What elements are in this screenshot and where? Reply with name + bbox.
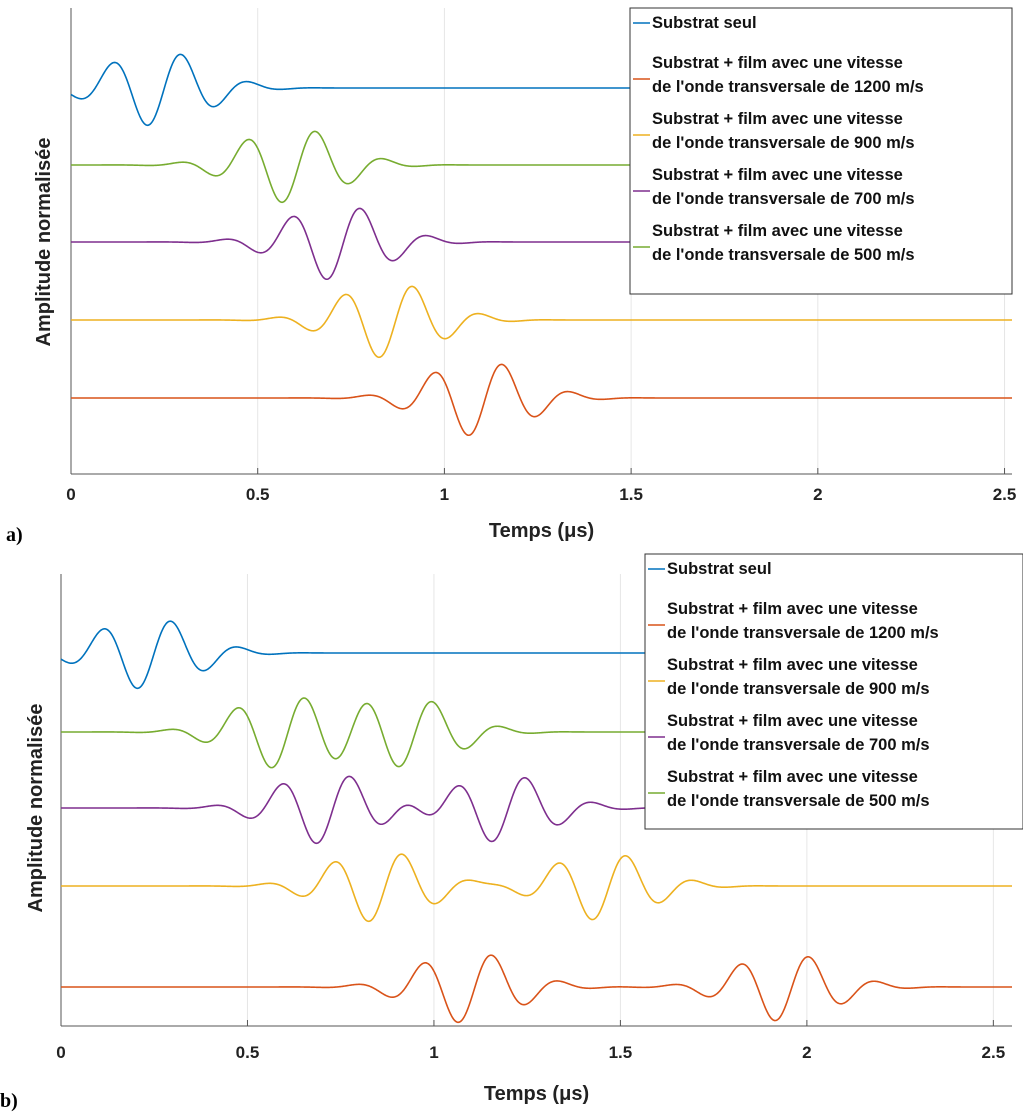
legend-entry-line1: Substrat + film avec une vitesse: [652, 222, 903, 240]
legend-entry-line2: de l'onde transversale de 700 m/s: [652, 190, 915, 208]
y-axis-title: Amplitude normalisée: [25, 704, 47, 913]
series-line: [71, 285, 1012, 359]
x-axis-title: Temps (μs): [489, 520, 594, 542]
legend-entry-line1: Substrat + film avec une vitesse: [667, 712, 918, 730]
legend-entry-line2: de l'onde transversale de 1200 m/s: [667, 624, 939, 642]
legend-entry-line2: de l'onde transversale de 700 m/s: [667, 736, 930, 754]
x-tick-label: 2: [813, 485, 822, 504]
legend-entry-line2: de l'onde transversale de 500 m/s: [667, 792, 930, 810]
legend-entry-line2: de l'onde transversale de 1200 m/s: [652, 78, 924, 96]
legend-box: [629, 7, 1013, 295]
x-tick-label: 1.5: [619, 485, 643, 504]
legend-entry-line1: Substrat seul: [652, 14, 757, 32]
chart-panel-b: 0 0.5 1 1.5 2 2.5 Temps (μs) Amplitude normalis…: [0, 552, 1023, 1115]
panel-label-b: b): [0, 1090, 18, 1112]
legend-entry-line1: Substrat + film avec une vitesse: [667, 600, 918, 618]
x-axis-title: Temps (μs): [484, 1083, 589, 1105]
legend-entry-line1: Substrat + film avec une vitesse: [667, 656, 918, 674]
legend-box: [644, 553, 1023, 830]
legend-entry-line1: Substrat + film avec une vitesse: [652, 166, 903, 184]
chart-b-svg: 0 0.5 1 1.5 2 2.5 Temps (μs) Amplitude normalis…: [25, 553, 1023, 1105]
legend-entry-line1: Substrat + film avec une vitesse: [652, 54, 903, 72]
panel-label-a: a): [6, 524, 23, 546]
legend-entry-line2: de l'onde transversale de 500 m/s: [652, 246, 915, 264]
x-tick-label: 1: [440, 485, 449, 504]
x-tick-label: 2: [802, 1043, 811, 1062]
legend-entry-line2: de l'onde transversale de 900 m/s: [667, 680, 930, 698]
x-tick-label: 0.5: [236, 1043, 260, 1062]
x-tick-label: 1: [429, 1043, 438, 1062]
series-line: [71, 363, 1012, 437]
legend-entry-line1: Substrat seul: [667, 560, 772, 578]
x-tick-label: 0: [66, 485, 75, 504]
x-tick-label: 1.5: [609, 1043, 633, 1062]
chart-a-svg: 0 0.5 1 1.5 2 2.5 Temps (μs) Amplitude normalis…: [33, 7, 1017, 542]
x-tick-label: 2.5: [982, 1043, 1006, 1062]
series-line: [61, 853, 1012, 923]
legend-entry-line1: Substrat + film avec une vitesse: [652, 110, 903, 128]
x-tick-label: 2.5: [993, 485, 1017, 504]
series-line: [61, 954, 1012, 1024]
legend-entry-line2: de l'onde transversale de 900 m/s: [652, 134, 915, 152]
chart-panel-a: 0 0.5 1 1.5 2 2.5 Temps (μs) Amplitude normalis…: [0, 0, 1023, 552]
y-axis-title: Amplitude normalisée: [33, 138, 55, 347]
legend-entry-line1: Substrat + film avec une vitesse: [667, 768, 918, 786]
x-tick-label: 0: [56, 1043, 65, 1062]
x-tick-label: 0.5: [246, 485, 270, 504]
